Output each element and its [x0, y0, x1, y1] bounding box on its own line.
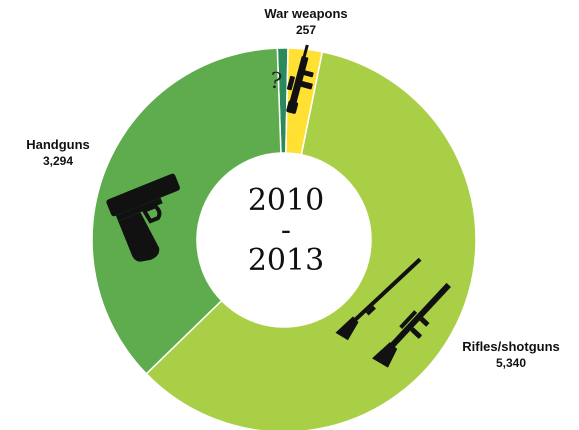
slice-name: Rifles/shotguns — [462, 339, 560, 354]
slice-value: 257 — [295, 23, 317, 37]
slice-label-handguns: Handguns 3,294 — [14, 136, 102, 170]
slice-name: Handguns — [26, 137, 90, 152]
center-label: 2010 - 2013 — [222, 186, 350, 276]
machine-gun-icon — [286, 44, 314, 114]
center-label-separator: - — [280, 213, 292, 248]
center-label-start: 2010 — [247, 183, 325, 218]
slice-label-war-weapons: War weapons 257 — [246, 5, 366, 39]
slice-label-rifles-shotguns: Rifles/shotguns 5,340 — [446, 338, 576, 372]
slice-name: War weapons — [264, 6, 348, 21]
slice-value: 3,294 — [42, 154, 74, 168]
handgun-icon — [106, 173, 180, 262]
rifle-icon — [335, 257, 451, 368]
center-label-end: 2013 — [247, 243, 325, 278]
slice-handguns — [91, 47, 282, 375]
question-mark-icon: ? — [268, 68, 283, 94]
slice-rifles-shotguns — [145, 50, 477, 430]
slice-value: 5,340 — [495, 356, 527, 370]
